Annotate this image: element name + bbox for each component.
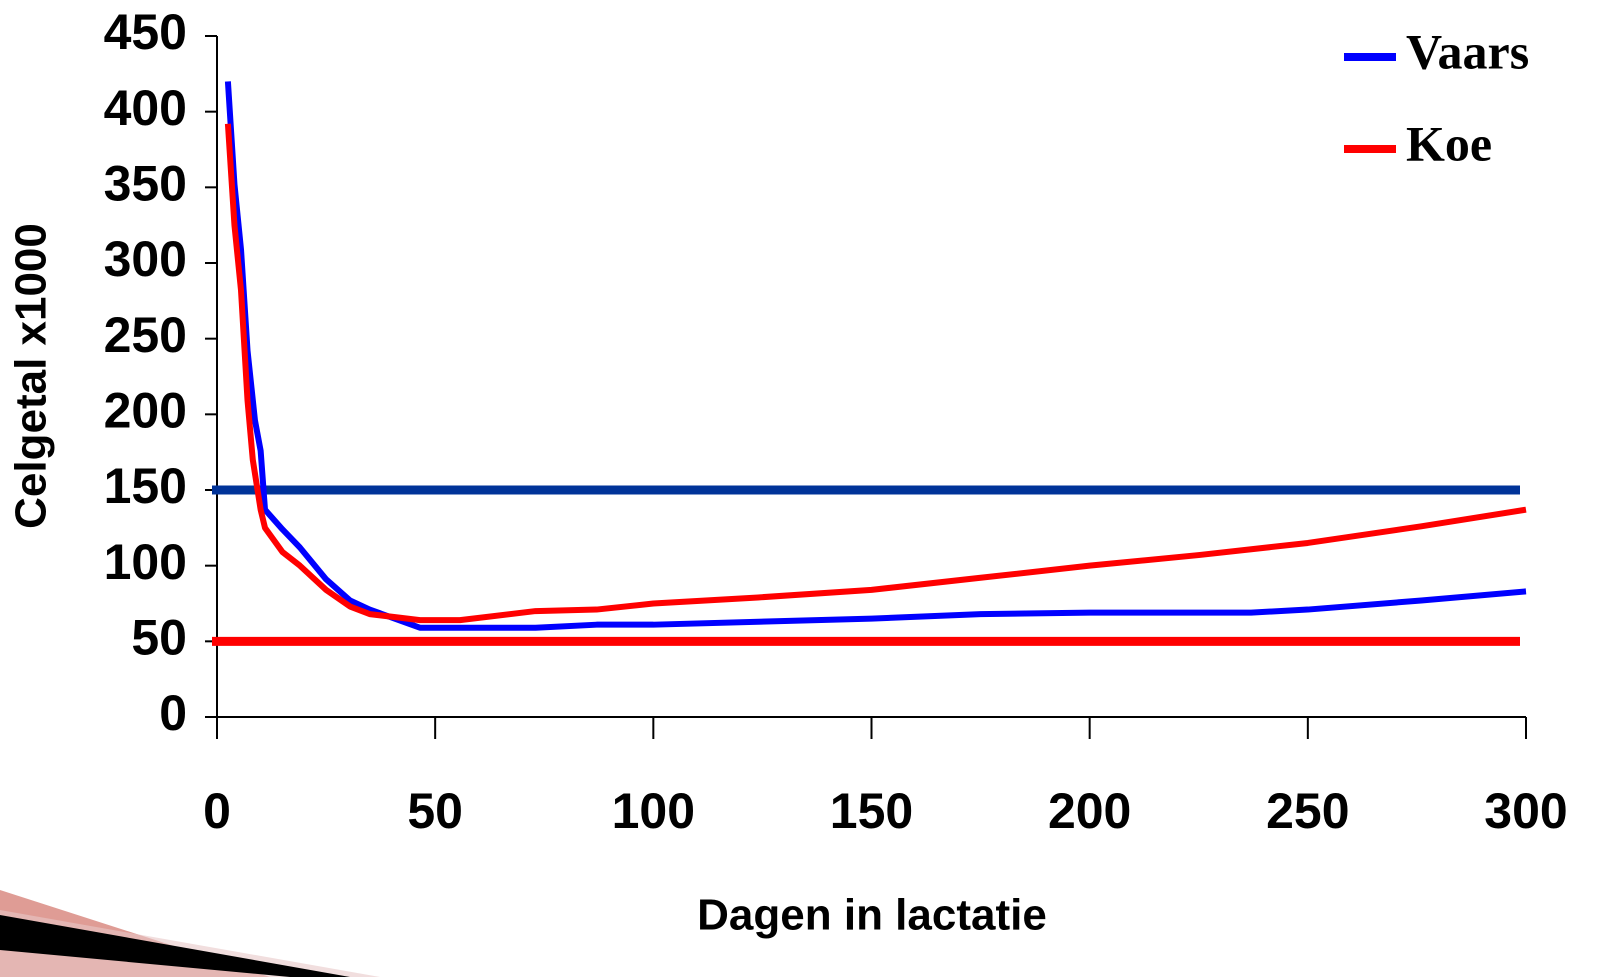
decoration [0,915,350,977]
legend-label: Koe [1406,115,1492,171]
legend-label: Vaars [1406,23,1529,79]
y-tick-label: 250 [104,307,187,363]
x-tick-label: 250 [1266,783,1349,839]
x-tick-label: 0 [203,783,231,839]
y-axis-title: Celgetal x1000 [7,223,56,529]
y-tick-label: 50 [131,610,187,666]
x-tick-label: 50 [407,783,463,839]
y-tick-label: 350 [104,156,187,212]
y-tick-label: 0 [159,685,187,741]
x-tick-label: 100 [612,783,695,839]
x-tick-label: 200 [1048,783,1131,839]
y-tick-label: 200 [104,383,187,439]
y-tick-label: 450 [104,4,187,60]
line-series [224,81,1527,631]
y-tick-label: 300 [104,231,187,287]
decoration [0,910,380,977]
x-tick-label: 150 [830,783,913,839]
x-axis-title: Dagen in lactatie [697,891,1047,940]
x-tick-label: 300 [1484,783,1567,839]
line-series [224,123,1527,624]
y-tick-label: 100 [104,534,187,590]
y-tick-label: 400 [104,80,187,136]
y-tick-label: 150 [104,458,187,514]
